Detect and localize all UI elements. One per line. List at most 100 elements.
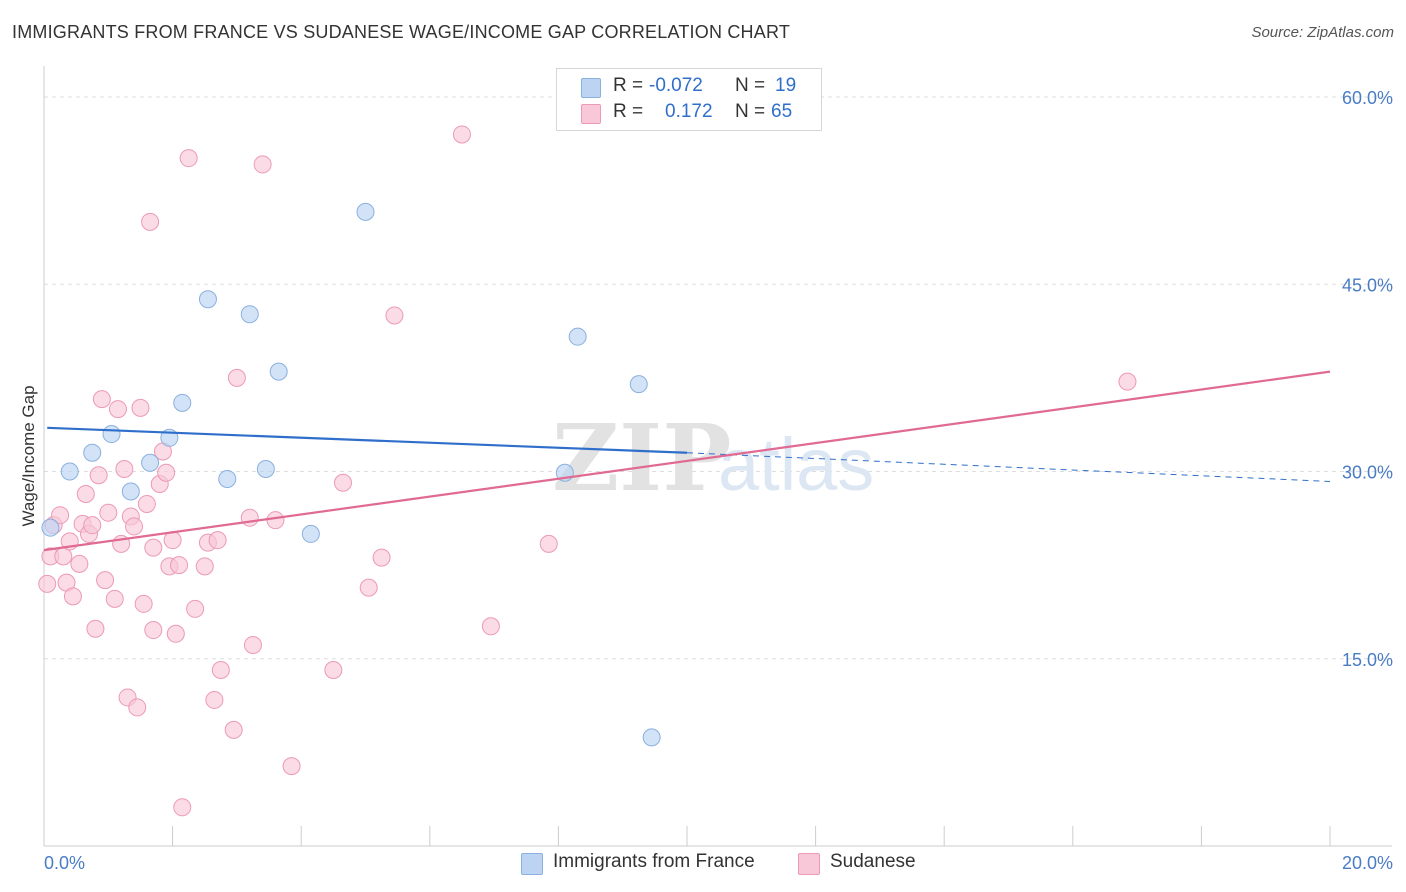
sudanese-point — [385, 306, 404, 325]
france-point — [629, 375, 648, 394]
sudanese-point — [1118, 372, 1137, 391]
sudanese-point — [96, 571, 115, 590]
sudanese-point — [186, 599, 205, 618]
legend-n-value: 19 — [775, 75, 797, 96]
sudanese-point — [333, 473, 352, 492]
sudanese-point — [125, 517, 144, 536]
source-label: Source: ZipAtlas.com — [1251, 24, 1394, 41]
sudanese-point — [266, 511, 285, 530]
france-point — [240, 305, 259, 324]
france-point — [356, 202, 375, 221]
gridlines — [44, 96, 1392, 660]
legend-france-label: Immigrants from France — [553, 851, 755, 872]
sudanese-point — [170, 556, 189, 575]
y-tick-label: 15.0% — [1342, 650, 1393, 670]
france-point — [301, 524, 320, 543]
sudanese-point — [99, 503, 118, 522]
legend-n-value: 65 — [771, 101, 793, 122]
france-point — [141, 453, 160, 472]
france-point — [218, 469, 237, 488]
sudanese-point — [134, 594, 153, 613]
sudanese-swatch — [581, 104, 601, 124]
france-trend-extension — [686, 452, 1331, 482]
y-tick-label: 30.0% — [1342, 463, 1393, 483]
france-points — [41, 202, 661, 747]
stats-legend: R = -0.072 N = 19 R = 0.172 N = 65 — [556, 68, 822, 131]
sudanese-point — [282, 757, 301, 776]
legend-r-value: 0.172 — [665, 101, 713, 122]
watermark-atlas: atlas — [718, 423, 874, 506]
sudanese-point — [137, 494, 156, 513]
sudanese-point — [539, 534, 558, 553]
sudanese-point — [131, 398, 150, 417]
sudanese-point — [211, 660, 230, 679]
sudanese-point — [253, 155, 272, 174]
legend-row-sudanese: R = 0.172 N = 65 — [557, 101, 821, 125]
france-point — [256, 460, 275, 479]
y-tick-label: 60.0% — [1342, 88, 1393, 108]
sudanese-point — [38, 574, 57, 593]
legend-r-label: R = — [613, 101, 644, 122]
legend-n-label: N = — [735, 75, 766, 96]
sudanese-point — [173, 798, 192, 817]
sudanese-point — [141, 212, 160, 231]
sudanese-point — [372, 548, 391, 567]
france-point — [568, 327, 587, 346]
sudanese-point — [108, 400, 127, 419]
sudanese-swatch — [798, 853, 820, 875]
x-tick-label: 20.0% — [1342, 853, 1393, 873]
axes — [43, 66, 1392, 847]
y-tick-label: 45.0% — [1342, 275, 1393, 295]
sudanese-point — [128, 698, 147, 717]
france-point — [269, 362, 288, 381]
france-swatch — [521, 853, 543, 875]
sudanese-point — [224, 720, 243, 739]
sudanese-point — [70, 554, 89, 573]
sudanese-point — [115, 460, 134, 479]
sudanese-point — [243, 636, 262, 655]
sudanese-point — [76, 484, 95, 503]
france-point — [121, 482, 140, 501]
sudanese-points — [38, 125, 1137, 817]
y-axis-label: Wage/Income Gap — [19, 385, 38, 526]
france-point — [102, 425, 121, 444]
legend-r-value: -0.072 — [649, 75, 703, 96]
france-point — [83, 443, 102, 462]
sudanese-point — [205, 690, 224, 709]
trend-lines — [43, 370, 1331, 552]
france-swatch — [581, 78, 601, 98]
france-point — [41, 518, 60, 537]
sudanese-point — [83, 516, 102, 535]
france-point — [60, 462, 79, 481]
sudanese-point — [481, 617, 500, 636]
sudanese-point — [166, 624, 185, 643]
sudanese-point — [359, 578, 378, 597]
x-tick-label: 0.0% — [44, 853, 85, 873]
france-point — [642, 728, 661, 747]
sudanese-point — [105, 589, 124, 608]
sudanese-point — [86, 619, 105, 638]
france-point — [173, 393, 192, 412]
sudanese-point — [324, 660, 343, 679]
sudanese-point — [195, 557, 214, 576]
sudanese-point — [51, 506, 70, 525]
tick-labels: 15.0% 30.0% 45.0% 60.0% 0.0% 20.0% — [44, 88, 1393, 873]
sudanese-point — [157, 463, 176, 482]
legend-n-label: N = — [735, 101, 766, 122]
sudanese-point — [63, 587, 82, 606]
legend-sudanese-label: Sudanese — [830, 851, 916, 872]
sudanese-point — [54, 547, 73, 566]
sudanese-point — [452, 125, 471, 144]
sudanese-point — [240, 508, 259, 527]
sudanese-point — [92, 390, 111, 409]
france-trend-line — [47, 426, 688, 454]
sudanese-point — [144, 621, 163, 640]
sudanese-point — [179, 149, 198, 168]
sudanese-point — [89, 466, 108, 485]
sudanese-point — [208, 531, 227, 550]
legend-r-label: R = — [613, 75, 644, 96]
legend-row-france: R = -0.072 N = 19 — [557, 75, 821, 99]
sudanese-point — [144, 538, 163, 557]
france-point — [198, 290, 217, 309]
